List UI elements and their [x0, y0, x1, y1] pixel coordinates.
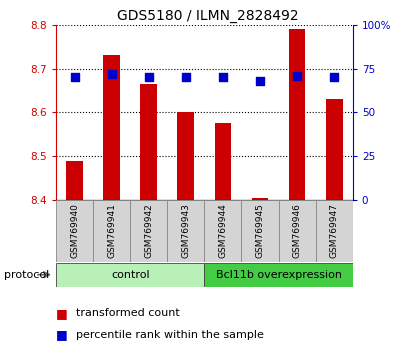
Point [294, 73, 300, 79]
Text: GSM769947: GSM769947 [330, 204, 339, 258]
Bar [167, 200, 204, 262]
Point [145, 75, 152, 80]
Text: GSM769943: GSM769943 [181, 204, 190, 258]
Text: control: control [111, 270, 149, 280]
Point [257, 78, 264, 84]
Bar [56, 263, 204, 287]
Bar [251, 198, 269, 200]
Bar [103, 56, 120, 200]
Text: Bcl11b overexpression: Bcl11b overexpression [215, 270, 342, 280]
Text: GSM769941: GSM769941 [107, 204, 116, 258]
Bar [66, 161, 83, 200]
Bar [205, 263, 353, 287]
Text: GSM769945: GSM769945 [256, 204, 264, 258]
Bar [205, 200, 242, 262]
Text: protocol: protocol [4, 270, 49, 280]
Bar [278, 200, 316, 262]
Text: ■: ■ [56, 307, 68, 320]
Text: GSM769940: GSM769940 [70, 204, 79, 258]
Bar [130, 200, 167, 262]
Point [71, 75, 78, 80]
Point [108, 71, 115, 77]
Bar [289, 29, 305, 200]
Bar [56, 200, 93, 262]
Text: GSM769946: GSM769946 [293, 204, 302, 258]
Point [183, 75, 189, 80]
Text: transformed count: transformed count [76, 308, 180, 318]
Point [331, 75, 337, 80]
Text: GSM769942: GSM769942 [144, 204, 153, 258]
Bar [242, 200, 278, 262]
Point [220, 75, 226, 80]
Text: GDS5180 / ILMN_2828492: GDS5180 / ILMN_2828492 [117, 9, 298, 23]
Bar [316, 200, 353, 262]
Bar [140, 84, 157, 200]
Bar [215, 123, 231, 200]
Bar [178, 113, 194, 200]
Bar [93, 200, 130, 262]
Text: GSM769944: GSM769944 [218, 204, 227, 258]
Bar [326, 99, 342, 200]
Text: percentile rank within the sample: percentile rank within the sample [76, 330, 264, 339]
Text: ■: ■ [56, 328, 68, 341]
